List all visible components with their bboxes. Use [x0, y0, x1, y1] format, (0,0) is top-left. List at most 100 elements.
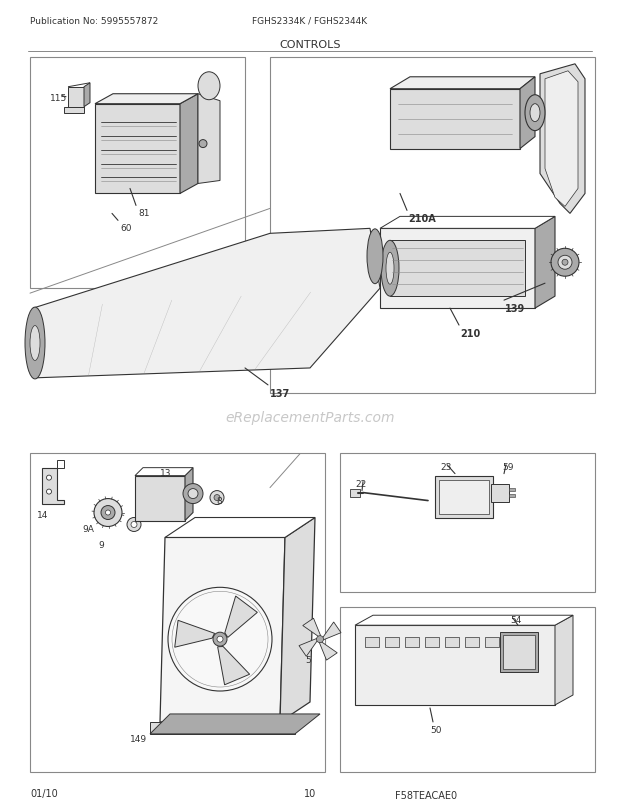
Polygon shape — [520, 78, 535, 149]
Ellipse shape — [30, 326, 40, 361]
Text: 81: 81 — [138, 209, 149, 218]
Ellipse shape — [46, 489, 51, 495]
Text: 9: 9 — [98, 541, 104, 549]
Ellipse shape — [367, 229, 383, 285]
Text: 13: 13 — [160, 468, 172, 477]
Polygon shape — [135, 468, 193, 476]
Bar — [503, 635, 535, 669]
Bar — [365, 638, 379, 647]
Bar — [270, 58, 595, 393]
Polygon shape — [57, 460, 64, 468]
Polygon shape — [355, 615, 573, 626]
Text: 10: 10 — [304, 788, 316, 798]
Bar — [509, 488, 515, 491]
Text: 115: 115 — [50, 94, 67, 103]
Ellipse shape — [562, 260, 568, 266]
Polygon shape — [84, 83, 90, 107]
Polygon shape — [319, 642, 337, 660]
Text: Publication No: 5995557872: Publication No: 5995557872 — [30, 17, 158, 26]
Polygon shape — [545, 71, 578, 207]
Ellipse shape — [381, 241, 399, 297]
Polygon shape — [95, 104, 180, 194]
Polygon shape — [299, 638, 317, 657]
Ellipse shape — [558, 256, 572, 270]
Text: 210: 210 — [460, 329, 481, 338]
Polygon shape — [160, 538, 285, 722]
Polygon shape — [68, 83, 90, 87]
Bar — [30, 58, 245, 289]
Bar — [500, 633, 538, 672]
Text: eReplacementParts.com: eReplacementParts.com — [225, 411, 395, 424]
Text: 149: 149 — [130, 734, 147, 743]
Polygon shape — [64, 107, 84, 114]
Bar — [340, 607, 595, 772]
Ellipse shape — [316, 636, 324, 643]
Ellipse shape — [217, 636, 223, 642]
Polygon shape — [555, 615, 573, 705]
Bar — [385, 638, 399, 647]
Text: 60: 60 — [120, 224, 131, 233]
Polygon shape — [540, 65, 585, 214]
Polygon shape — [135, 476, 185, 520]
Polygon shape — [322, 622, 341, 640]
Text: FGHS2334K / FGHS2344K: FGHS2334K / FGHS2344K — [252, 17, 368, 26]
Bar — [491, 484, 509, 502]
Polygon shape — [95, 95, 198, 104]
Bar — [340, 453, 595, 593]
Ellipse shape — [198, 73, 220, 100]
Polygon shape — [280, 518, 315, 722]
Ellipse shape — [188, 489, 198, 499]
Text: 01/10: 01/10 — [30, 788, 58, 798]
Ellipse shape — [94, 499, 122, 527]
Ellipse shape — [214, 495, 220, 501]
Ellipse shape — [127, 518, 141, 532]
Ellipse shape — [46, 476, 51, 480]
Bar — [30, 453, 325, 772]
Text: 22: 22 — [355, 479, 366, 488]
Bar — [509, 494, 515, 497]
Polygon shape — [165, 518, 315, 538]
Ellipse shape — [183, 484, 203, 504]
Polygon shape — [535, 217, 555, 309]
Text: 9A: 9A — [82, 525, 94, 534]
Bar — [445, 638, 459, 647]
Ellipse shape — [213, 633, 227, 646]
Text: 5: 5 — [305, 655, 311, 664]
Polygon shape — [390, 78, 535, 90]
Bar — [485, 638, 499, 647]
Polygon shape — [150, 714, 320, 734]
Polygon shape — [225, 596, 257, 638]
Polygon shape — [175, 621, 215, 647]
Polygon shape — [180, 95, 198, 194]
Ellipse shape — [199, 140, 207, 148]
Text: 139: 139 — [505, 304, 525, 314]
Bar — [435, 476, 493, 518]
Polygon shape — [68, 87, 84, 107]
Polygon shape — [380, 229, 535, 309]
Ellipse shape — [101, 506, 115, 520]
Ellipse shape — [210, 491, 224, 505]
Ellipse shape — [551, 249, 579, 277]
Text: 137: 137 — [270, 388, 290, 399]
Polygon shape — [390, 241, 525, 297]
Ellipse shape — [105, 510, 110, 516]
Text: 210A: 210A — [408, 214, 436, 224]
Bar — [350, 489, 360, 497]
Text: 14: 14 — [37, 510, 48, 519]
Ellipse shape — [168, 588, 272, 691]
Text: CONTROLS: CONTROLS — [279, 40, 341, 50]
Text: 50: 50 — [430, 725, 441, 734]
Polygon shape — [218, 646, 250, 685]
Polygon shape — [380, 217, 555, 229]
Text: 8: 8 — [216, 496, 222, 505]
Polygon shape — [303, 618, 321, 637]
Ellipse shape — [530, 104, 540, 123]
Polygon shape — [198, 95, 220, 184]
Bar — [405, 638, 419, 647]
Ellipse shape — [386, 253, 394, 285]
Bar — [465, 638, 479, 647]
Ellipse shape — [25, 308, 45, 379]
Polygon shape — [185, 468, 193, 520]
Bar — [439, 480, 489, 514]
Ellipse shape — [525, 95, 545, 132]
